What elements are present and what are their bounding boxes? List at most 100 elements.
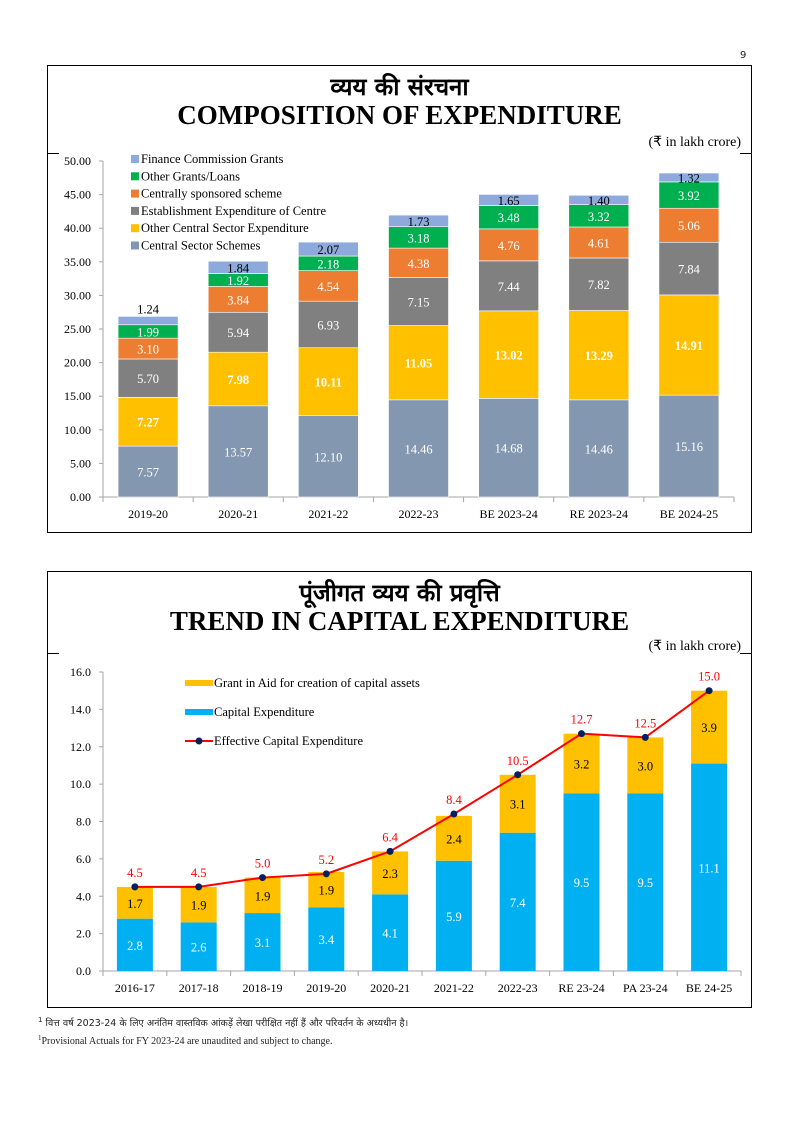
bar-segment bbox=[499, 832, 536, 971]
line-marker bbox=[195, 883, 203, 891]
legend-label: Centrally sponsored scheme bbox=[141, 187, 282, 201]
data-label: 3.0 bbox=[637, 759, 653, 773]
frame-rule-right bbox=[740, 153, 752, 155]
data-label: 5.9 bbox=[446, 910, 462, 924]
line-data-label: 6.4 bbox=[382, 830, 398, 844]
x-tick-label: BE 2024-25 bbox=[660, 507, 718, 521]
bar-segment bbox=[116, 886, 153, 919]
data-label: 2.4 bbox=[446, 832, 462, 846]
line-marker bbox=[322, 870, 330, 878]
data-label: 3.18 bbox=[408, 231, 430, 245]
bar-segment bbox=[658, 172, 720, 183]
y-tick-label: 40.00 bbox=[64, 221, 91, 235]
capex-chart: 0.0 2.0 4.0 6.0 8.0 10.0 12.0 14.0 16.0 2016-17 2.… bbox=[70, 665, 742, 995]
bar-segment bbox=[435, 815, 472, 861]
line-data-label: 10.5 bbox=[507, 754, 529, 768]
bar-segment bbox=[658, 394, 720, 498]
x-tick-label: 2020-21 bbox=[370, 981, 410, 995]
line-marker bbox=[259, 874, 266, 882]
line-data-label: 12.5 bbox=[634, 716, 656, 730]
data-label: 1.9 bbox=[191, 899, 207, 913]
effective-capex-line bbox=[134, 689, 710, 888]
x-tick-label: RE 2023-24 bbox=[570, 507, 628, 521]
bar-segment bbox=[658, 241, 720, 296]
data-label: 4.61 bbox=[588, 236, 610, 250]
x-tick-label: PA 23-24 bbox=[623, 981, 668, 995]
data-label: 4.1 bbox=[382, 927, 398, 941]
bar-segment bbox=[499, 774, 536, 833]
y-tick-label: 12.0 bbox=[70, 740, 91, 754]
bar-segment bbox=[478, 260, 539, 312]
bar-segment bbox=[207, 351, 269, 407]
chart-title: TREND IN CAPITAL EXPENDITURE bbox=[169, 606, 630, 636]
unit-label: (₹ in lakh crore) bbox=[648, 135, 741, 150]
line-marker bbox=[641, 733, 649, 741]
data-label: 3.92 bbox=[678, 189, 700, 203]
bar-segment bbox=[568, 399, 630, 498]
data-label: 2.8 bbox=[127, 939, 143, 953]
data-label: 13.57 bbox=[224, 445, 252, 459]
data-label: 1.32 bbox=[678, 171, 700, 185]
data-label: 1.9 bbox=[255, 889, 271, 903]
bar-segment bbox=[478, 194, 539, 206]
data-label: 1.40 bbox=[588, 194, 610, 208]
y-tick-label: 8.0 bbox=[76, 815, 91, 829]
data-label: 3.48 bbox=[498, 211, 520, 225]
y-tick-label: 25.00 bbox=[64, 322, 91, 336]
bar-segment bbox=[117, 396, 179, 447]
bar-segment bbox=[117, 445, 179, 498]
y-tick-label: 10.00 bbox=[64, 423, 91, 437]
chart-title-hindi: पूंजीगत व्यय की प्रवृत्ति bbox=[299, 579, 500, 607]
data-label: 7.82 bbox=[588, 278, 610, 292]
y-tick-label: 20.00 bbox=[64, 356, 91, 370]
data-label: 3.84 bbox=[227, 293, 250, 307]
legend-label: Other Grants/Loans bbox=[141, 169, 240, 183]
y-tick-label: 16.0 bbox=[70, 665, 91, 679]
frame-rule-left bbox=[47, 153, 59, 155]
data-label: 11.05 bbox=[405, 357, 432, 371]
line-marker bbox=[578, 730, 585, 738]
data-label: 5.70 bbox=[137, 372, 159, 386]
data-label: 13.29 bbox=[585, 349, 613, 363]
y-tick-label: 35.00 bbox=[64, 255, 91, 269]
line-marker bbox=[386, 847, 394, 855]
line-data-label: 4.5 bbox=[191, 866, 207, 880]
data-label: 3.1 bbox=[255, 936, 271, 950]
bar-segment bbox=[298, 270, 359, 302]
data-label: 3.1 bbox=[510, 798, 526, 812]
data-label: 4.38 bbox=[408, 257, 430, 271]
bar-segment bbox=[568, 226, 630, 259]
x-tick-label: 2016-17 bbox=[115, 981, 155, 995]
data-label: 1.7 bbox=[127, 897, 143, 911]
data-label: 15.16 bbox=[675, 440, 703, 454]
bar-segment bbox=[563, 793, 600, 971]
bar-segment bbox=[298, 347, 359, 416]
data-label: 7.84 bbox=[678, 263, 701, 277]
line-data-label: 12.7 bbox=[571, 713, 593, 727]
data-label: 2.3 bbox=[382, 867, 398, 881]
bar-segment bbox=[308, 907, 345, 971]
bar-segment bbox=[298, 241, 359, 257]
data-label: 13.02 bbox=[495, 349, 523, 363]
x-tick-label: 2022-23 bbox=[498, 981, 538, 995]
y-tick-label: 4.0 bbox=[76, 889, 91, 903]
bar-segment bbox=[388, 399, 449, 498]
footnote-hindi-text: वित्त वर्ष 2023-24 के लिए अनंतिम वास्तवि… bbox=[45, 1018, 409, 1029]
bar-segment bbox=[568, 257, 630, 311]
legend-swatch bbox=[131, 206, 139, 215]
legend-swatch bbox=[131, 189, 139, 198]
x-tick-label: 2020-21 bbox=[218, 507, 258, 521]
legend-label: Finance Commission Grants bbox=[141, 152, 283, 166]
page-number: 9 bbox=[740, 50, 747, 61]
bar-segment bbox=[117, 358, 179, 398]
legend-label: Effective Capital Expenditure bbox=[214, 734, 363, 748]
data-label: 5.06 bbox=[678, 219, 700, 233]
legend-swatch-marker bbox=[195, 737, 203, 745]
data-label: 9.5 bbox=[637, 876, 653, 890]
bar-segment bbox=[308, 871, 345, 908]
data-label: 3.2 bbox=[574, 758, 590, 772]
bar-segment bbox=[388, 247, 449, 278]
data-label: 5.94 bbox=[227, 326, 250, 340]
x-tick-label: 2021-22 bbox=[434, 981, 474, 995]
line-data-label: 15.0 bbox=[698, 670, 720, 684]
